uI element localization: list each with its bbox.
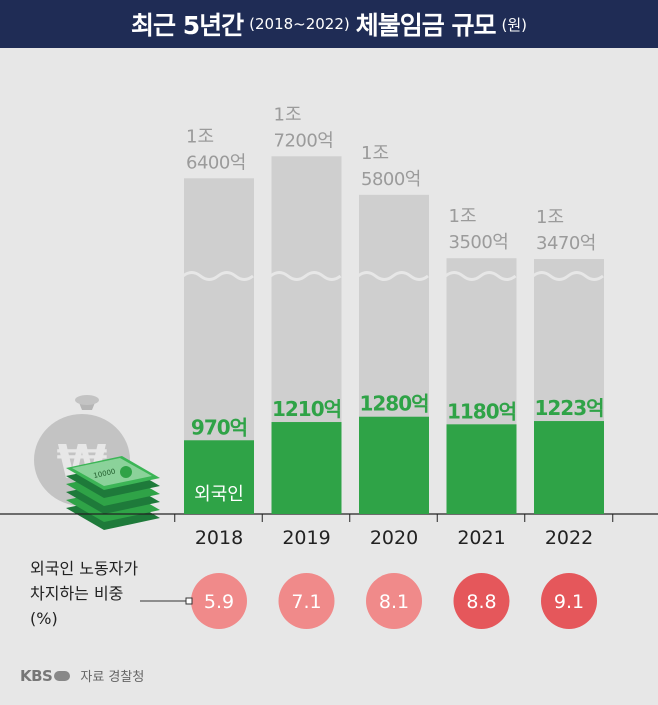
foreign-value-label: 1280억 (359, 392, 428, 416)
foreign-value-label: 1223억 (534, 396, 603, 420)
share-label-line3: (%) (30, 609, 58, 628)
share-value-label: 9.1 (554, 591, 584, 613)
total-label-line1: 1조 (274, 104, 302, 125)
foreign-bar (359, 416, 429, 514)
x-tick-label: 2019 (282, 527, 330, 549)
share-circle (366, 573, 422, 629)
share-circle (453, 573, 510, 629)
share-label-line2: 차지하는 비중 (30, 584, 124, 603)
axis-break-wave (357, 271, 429, 281)
foreign-bar (184, 440, 254, 514)
share-value-label: 8.8 (466, 591, 496, 613)
source-text: 자료 경찰청 (80, 670, 145, 685)
title-unit: (원) (501, 15, 527, 34)
series-name-label: 외국인 (194, 484, 244, 505)
total-label-line1: 1조 (186, 126, 214, 147)
title-main: 최근 5년간 (131, 11, 244, 40)
x-tick-label: 2021 (457, 527, 505, 549)
share-circle (541, 573, 597, 629)
foreign-value-label: 1210억 (272, 397, 341, 421)
foreign-bar (446, 424, 517, 514)
foreign-bar (534, 421, 604, 514)
x-axis-ticks: 2018 2019 2020 2021 2022 (174, 514, 614, 549)
x-tick-label: 2020 (370, 527, 418, 549)
share-value-label: 8.1 (379, 591, 409, 613)
kbs-logo-mark-icon (54, 671, 71, 681)
kbs-logo: KBS (20, 666, 71, 685)
x-tick-label: 2022 (545, 527, 593, 549)
share-circles-group: 5.9 7.1 8.1 8.8 9.1 (191, 573, 597, 629)
kbs-logo-text: KBS (20, 666, 53, 685)
foreign-value-label: 970억 (191, 415, 247, 439)
share-connector (140, 597, 193, 605)
total-label-line1: 1조 (449, 206, 477, 227)
foreign-bar (271, 422, 342, 514)
axis-break-wave (182, 271, 254, 281)
total-label-line1: 1조 (536, 207, 564, 228)
share-label-line1: 외국인 노동자가 (30, 559, 139, 578)
share-label: 외국인 노동자가 차지하는 비중 (%) (30, 556, 138, 631)
total-label-line2: 3470억 (536, 233, 596, 254)
total-label-line2: 5800억 (361, 169, 421, 190)
banknote-stack-icon: 10000 (66, 456, 160, 530)
title-rest: 체불임금 규모 (355, 11, 497, 40)
total-label-line2: 6400억 (186, 152, 246, 173)
chart-title: 최근 5년간 (2018~2022) 체불임금 규모 (원) (0, 0, 658, 48)
title-period: (2018~2022) (249, 15, 350, 33)
axis-break-wave (532, 271, 604, 281)
total-label-line2: 7200억 (274, 130, 334, 151)
share-circle (278, 573, 335, 629)
total-label-line1: 1조 (361, 143, 389, 164)
footer: KBS 자료 경찰청 (20, 666, 145, 686)
axis-break-wave (269, 271, 342, 281)
foreign-value-label: 1180억 (447, 399, 516, 423)
share-circle (191, 573, 247, 629)
share-value-label: 7.1 (291, 591, 321, 613)
x-tick-label: 2018 (195, 527, 243, 549)
total-label-line2: 3500억 (449, 232, 509, 253)
axis-break-wave (444, 271, 517, 281)
money-bag-illustration: ₩ 10000 (34, 395, 160, 530)
share-value-label: 5.9 (204, 591, 234, 613)
